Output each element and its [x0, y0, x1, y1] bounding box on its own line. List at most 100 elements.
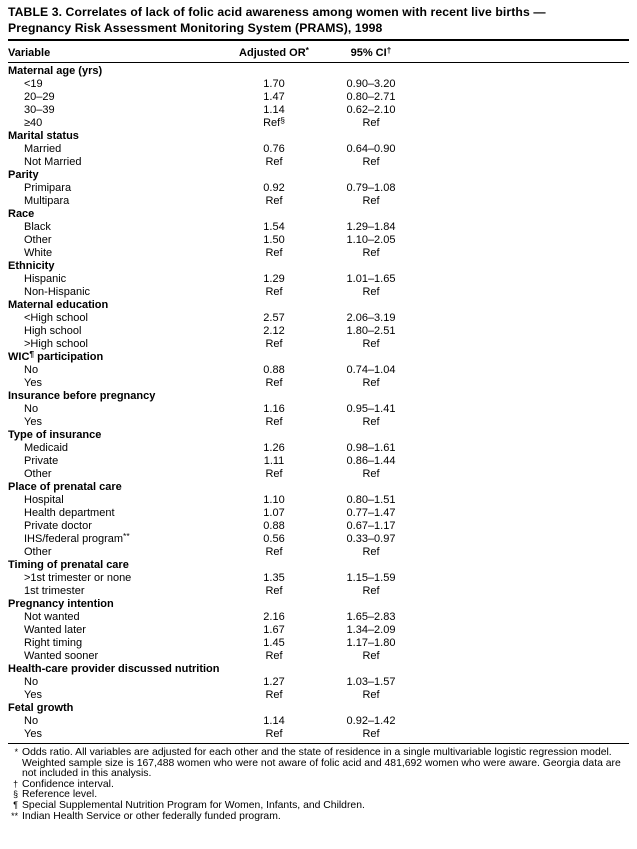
table-title-line2: Pregnancy Risk Assessment Monitoring Sys…	[8, 20, 383, 35]
group-label: Fetal growth	[8, 702, 74, 714]
variable-cell: >High school	[24, 338, 88, 350]
footnote-text: Confidence interval.	[22, 778, 114, 790]
footnote-text: Indian Health Service or other federally…	[22, 810, 281, 822]
filler-cell	[424, 520, 629, 533]
table-row: Hispanic 1.29 1.01–1.65	[8, 273, 629, 286]
ci-cell: 0.90–3.20	[346, 78, 396, 90]
table-row: Yes Ref Ref	[8, 377, 629, 390]
variable-cell: Hospital	[24, 494, 64, 506]
variable-cell: No	[24, 364, 39, 376]
variable-cell: 1st trimester	[24, 585, 85, 597]
table-row: White Ref Ref	[8, 247, 629, 260]
filler-cell	[424, 273, 629, 286]
variable-cell: 30–39	[24, 104, 55, 116]
filler-cell	[424, 715, 629, 728]
adjusted-or-cell: 1.70	[263, 78, 285, 90]
group-row: Ethnicity	[8, 260, 629, 273]
adjusted-or-cell: Ref	[265, 585, 283, 597]
adjusted-or-cell: 0.88	[263, 364, 285, 376]
adjusted-or-cell: Ref	[265, 377, 283, 389]
table-row: >High school Ref Ref	[8, 338, 629, 351]
adjusted-or-cell: 2.12	[263, 325, 285, 337]
adjusted-or-cell: 1.54	[263, 221, 285, 233]
table-row: Not Married Ref Ref	[8, 156, 629, 169]
adjusted-or-cell: Ref	[265, 468, 283, 480]
group-label: Maternal age (yrs)	[8, 65, 103, 77]
table-row: 20–29 1.47 0.80–2.71	[8, 91, 629, 104]
footnote: ** Indian Health Service or other federal…	[8, 810, 629, 823]
adjusted-or-cell: Ref	[265, 247, 283, 259]
variable-cell: Yes	[24, 377, 42, 389]
adjusted-or-cell: 1.26	[263, 442, 285, 454]
variable-cell: Non-Hispanic	[24, 286, 91, 298]
group-row: Fetal growth	[8, 702, 629, 715]
table-row: ≥40 Ref§ Ref	[8, 114, 629, 130]
ci-cell: Ref	[362, 156, 380, 168]
ci-cell: Ref	[362, 585, 380, 597]
adjusted-or-cell: 1.35	[263, 572, 285, 584]
ci-cell: 0.98–1.61	[346, 442, 396, 454]
filler-cell	[424, 312, 629, 325]
table-row: Hospital 1.10 0.80–1.51	[8, 494, 629, 507]
filler-cell	[424, 494, 629, 507]
adjusted-or-cell: Ref§	[263, 114, 285, 129]
footnote: † Confidence interval.	[8, 778, 629, 791]
footnote-text: Odds ratio. All variables are adjusted f…	[22, 747, 621, 780]
filler-cell	[424, 637, 629, 650]
filler-cell	[424, 728, 629, 741]
column-header-ci-sup: †	[386, 44, 392, 55]
adjusted-or-cell: 1.29	[263, 273, 285, 285]
group-row: Place of prenatal care	[8, 481, 629, 494]
column-header-variable: Variable	[8, 41, 230, 63]
footnotes: * Odds ratio. All variables are adjusted …	[8, 747, 629, 823]
adjusted-or-cell: Ref	[265, 156, 283, 168]
footnote-marker: *	[14, 747, 18, 757]
page: TABLE 3. Correlates of lack of folic aci…	[8, 5, 629, 823]
column-header-filler	[424, 41, 629, 63]
filler-cell	[424, 507, 629, 520]
adjusted-or-cell: 0.92	[263, 182, 285, 194]
table-row: No 1.16 0.95–1.41	[8, 403, 629, 416]
results-table: Variable Adjusted OR* 95% CI† Maternal a…	[8, 41, 629, 741]
variable-cell: No	[24, 715, 39, 727]
column-header-ci-text: 95% CI	[350, 47, 387, 59]
superscript-marker: ¶	[29, 348, 35, 359]
table-row: Private 1.11 0.86–1.44	[8, 455, 629, 468]
table-row: Other Ref Ref	[8, 468, 629, 481]
variable-cell: No	[24, 403, 39, 415]
table-row: Right timing 1.45 1.17–1.80	[8, 637, 629, 650]
ci-cell: 1.34–2.09	[346, 624, 396, 636]
table-row: High school 2.12 1.80–2.51	[8, 325, 629, 338]
filler-cell	[424, 91, 629, 104]
adjusted-or-cell: Ref	[265, 650, 283, 662]
filler-cell	[424, 117, 629, 130]
variable-cell: Wanted later	[24, 624, 86, 636]
ci-cell: 1.65–2.83	[346, 611, 396, 623]
variable-cell: Private doctor	[24, 520, 92, 532]
ci-cell: 2.06–3.19	[346, 312, 396, 324]
adjusted-or-cell: Ref	[265, 286, 283, 298]
ci-cell: 1.01–1.65	[346, 273, 396, 285]
variable-cell: Right timing	[24, 637, 83, 649]
filler-cell	[424, 143, 629, 156]
adjusted-or-cell: Ref	[265, 728, 283, 740]
variable-cell: >1st trimester or none	[24, 572, 132, 584]
filler-cell	[424, 442, 629, 455]
filler-cell	[424, 182, 629, 195]
table-row: <19 1.70 0.90–3.20	[8, 78, 629, 91]
ci-cell: 1.10–2.05	[346, 234, 396, 246]
table-row: No 1.14 0.92–1.42	[8, 715, 629, 728]
variable-cell: Married	[24, 143, 62, 155]
ci-cell: 0.74–1.04	[346, 364, 396, 376]
adjusted-or-cell: 1.47	[263, 91, 285, 103]
variable-cell: <High school	[24, 312, 88, 324]
variable-cell: Other	[24, 546, 52, 558]
ci-cell: Ref	[362, 195, 380, 207]
variable-cell: Hispanic	[24, 273, 67, 285]
adjusted-or-cell: 1.67	[263, 624, 285, 636]
variable-cell: Yes	[24, 689, 42, 701]
table-row: Private doctor 0.88 0.67–1.17	[8, 520, 629, 533]
ci-cell: Ref	[362, 728, 380, 740]
ci-cell: 1.29–1.84	[346, 221, 396, 233]
adjusted-or-cell: Ref	[265, 416, 283, 428]
